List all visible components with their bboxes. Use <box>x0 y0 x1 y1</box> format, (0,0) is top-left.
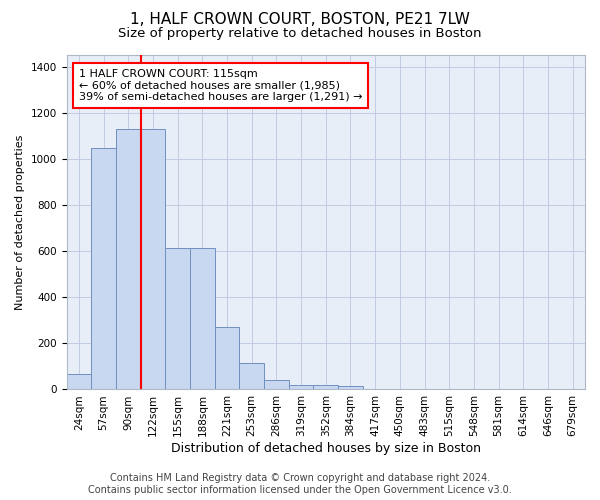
Bar <box>140 129 165 390</box>
Text: Size of property relative to detached houses in Boston: Size of property relative to detached ho… <box>118 28 482 40</box>
Bar <box>190 248 215 390</box>
Bar <box>165 248 190 390</box>
Bar <box>67 374 91 390</box>
Text: Contains HM Land Registry data © Crown copyright and database right 2024.
Contai: Contains HM Land Registry data © Crown c… <box>88 474 512 495</box>
Text: 1 HALF CROWN COURT: 115sqm
← 60% of detached houses are smaller (1,985)
39% of s: 1 HALF CROWN COURT: 115sqm ← 60% of deta… <box>79 69 362 102</box>
Bar <box>215 327 239 390</box>
Bar <box>239 363 264 390</box>
Bar <box>338 386 363 390</box>
Bar <box>264 380 289 390</box>
Y-axis label: Number of detached properties: Number of detached properties <box>15 134 25 310</box>
Bar <box>116 129 140 390</box>
Bar <box>313 385 338 390</box>
Text: 1, HALF CROWN COURT, BOSTON, PE21 7LW: 1, HALF CROWN COURT, BOSTON, PE21 7LW <box>130 12 470 28</box>
Bar <box>91 148 116 390</box>
X-axis label: Distribution of detached houses by size in Boston: Distribution of detached houses by size … <box>171 442 481 455</box>
Bar <box>289 385 313 390</box>
